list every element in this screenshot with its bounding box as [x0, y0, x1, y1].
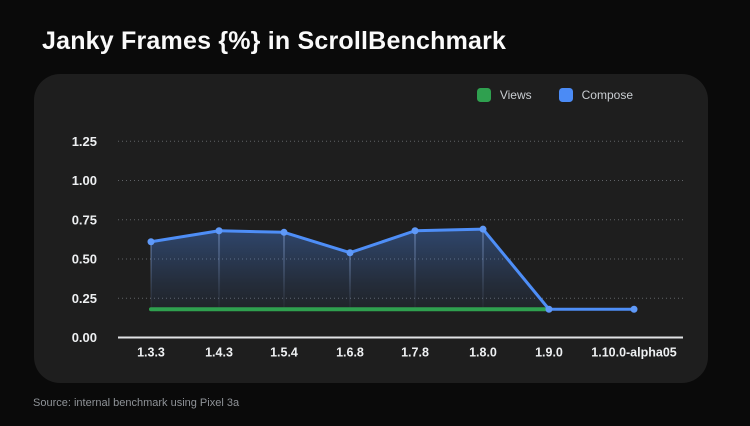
compose-line [149, 227, 636, 311]
x-tick-label: 1.7.8 [401, 346, 429, 360]
legend-item-views: Views [476, 88, 532, 102]
y-tick-label: 0.50 [72, 252, 97, 267]
legend-swatch-views [476, 88, 491, 102]
x-tick-label: 1.5.4 [270, 346, 298, 360]
y-tick-label: 0.25 [72, 291, 97, 306]
y-tick-label: 0.75 [72, 212, 97, 227]
legend-label: Compose [581, 88, 633, 102]
janky-frames-line-chart: 0.000.250.500.751.001.251.3.3 1.4.3 1.5.4 1… [72, 134, 683, 360]
x-tick-label: 1.6.8 [336, 346, 364, 360]
legend-swatch-compose [558, 88, 573, 102]
x-tick-label: 1.9.0 [535, 346, 563, 360]
page-title: Janky Frames {%} in ScrollBenchmark [42, 27, 507, 55]
y-axis-labels: 0.00 0.25 0.50 0.75 1.00 1.25 [72, 134, 97, 345]
x-tick-label: 1.10.0-alpha05 [591, 346, 677, 360]
x-tick-label: 1.4.3 [205, 346, 233, 360]
y-tick-label: 1.25 [72, 134, 97, 149]
compose-area-fill [150, 229, 635, 310]
x-tick-label: 1.8.0 [469, 346, 497, 360]
x-tick-label: 1.3.3 [137, 346, 165, 360]
compose-markers [147, 225, 638, 313]
chart-legend: Views Compose [476, 88, 633, 102]
legend-item-compose: Compose [558, 88, 633, 102]
x-axis-labels: 1.3.3 1.4.3 1.5.4 1.6.8 1.7.8 1.8.0 1.9.0 1.10.… [137, 346, 677, 360]
chart-panel: Views Compose 0.00 0.25 0.50 0.75 1.00 1.25 1.3… [34, 74, 708, 383]
y-tick-label: 1.00 [72, 173, 97, 188]
y-tick-label: 0.00 [72, 330, 97, 345]
legend-label: Views [499, 88, 532, 102]
point-vertical-guides [149, 231, 484, 310]
source-note: Source: internal benchmark using Pixel 3… [33, 397, 240, 409]
